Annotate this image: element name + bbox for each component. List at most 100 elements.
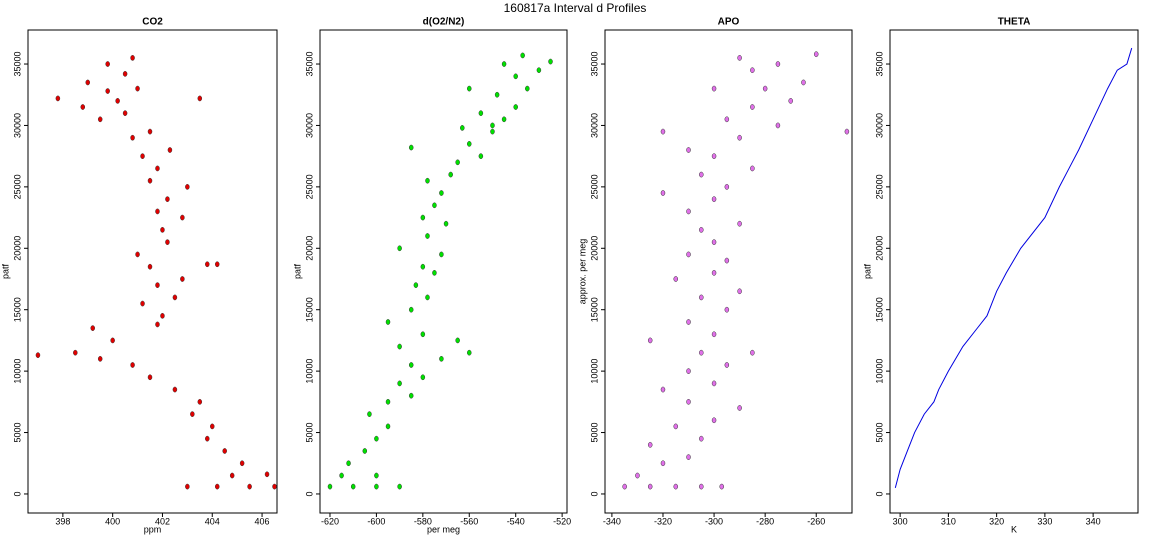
- data-point: [490, 128, 495, 135]
- data-point: [362, 448, 368, 454]
- data-point: [737, 220, 742, 227]
- data-point: [724, 116, 730, 123]
- data-point: [90, 325, 95, 331]
- data-point: [711, 417, 717, 424]
- data-point: [750, 67, 755, 74]
- data-point: [711, 331, 717, 338]
- data-point: [775, 61, 781, 67]
- y-tick-label: 25000: [12, 174, 22, 199]
- data-point: [448, 171, 453, 178]
- data-point: [147, 374, 153, 381]
- y-tick-label: 20000: [304, 236, 314, 261]
- data-point: [97, 116, 103, 123]
- data-point: [750, 104, 755, 110]
- data-point: [55, 95, 61, 102]
- data-point: [413, 282, 419, 288]
- y-tick-label: 35000: [304, 52, 314, 77]
- data-point: [844, 128, 850, 135]
- data-point: [140, 300, 145, 307]
- data-point: [467, 85, 472, 92]
- data-point: [105, 61, 110, 67]
- x-axis-label: per meg: [427, 524, 460, 534]
- y-tick-label: 35000: [874, 52, 884, 77]
- data-point: [247, 483, 252, 490]
- data-point: [490, 122, 495, 129]
- panel-title: THETA: [998, 17, 1031, 28]
- data-point: [420, 263, 426, 270]
- data-point: [264, 471, 270, 478]
- data-point: [180, 276, 185, 282]
- x-tick-label: 320: [989, 516, 1004, 526]
- y-tick-label: 10000: [304, 359, 314, 384]
- panel-title: d(O2/N2): [423, 17, 465, 28]
- y-tick-label: 10000: [589, 359, 599, 384]
- data-point: [130, 55, 135, 61]
- data-point: [420, 374, 426, 381]
- data-point: [214, 483, 220, 490]
- x-tick-label: -600: [367, 516, 385, 526]
- x-tick-label: -340: [603, 516, 621, 526]
- data-point: [190, 411, 195, 417]
- data-point: [750, 349, 755, 356]
- data-point: [167, 147, 173, 153]
- data-point: [686, 319, 691, 325]
- data-point: [660, 460, 666, 467]
- data-point: [425, 294, 430, 301]
- data-point: [801, 79, 806, 86]
- x-tick-label: -280: [756, 516, 774, 526]
- profile-line: [894, 47, 1133, 488]
- data-point: [686, 147, 691, 153]
- data-point: [130, 134, 135, 141]
- data-point: [711, 380, 717, 387]
- data-point: [165, 239, 170, 245]
- data-point: [699, 227, 704, 233]
- data-point: [478, 110, 484, 117]
- y-axis-label: patf: [0, 263, 10, 279]
- y-tick-label: 15000: [589, 297, 599, 322]
- panel-title: CO2: [142, 17, 163, 28]
- data-point: [205, 261, 210, 268]
- data-point: [699, 349, 704, 356]
- data-point: [750, 165, 755, 172]
- y-tick-label: 15000: [304, 297, 314, 322]
- data-point: [660, 190, 666, 196]
- y-tick-label: 25000: [874, 174, 884, 199]
- data-point: [460, 125, 465, 131]
- data-point: [140, 153, 145, 160]
- data-point: [622, 483, 627, 490]
- data-point: [327, 483, 333, 490]
- x-tick-label: -300: [705, 516, 723, 526]
- data-point: [105, 88, 110, 94]
- page-title: 160817a Interval d Profiles: [504, 1, 647, 15]
- data-point: [73, 349, 78, 356]
- data-point: [180, 214, 185, 221]
- data-point: [711, 270, 717, 276]
- y-tick-label: 35000: [12, 52, 22, 77]
- y-tick-label: 5000: [589, 423, 599, 443]
- data-point: [711, 196, 717, 202]
- y-tick-label: 0: [874, 491, 884, 496]
- data-point: [239, 460, 245, 467]
- x-tick-label: -520: [553, 516, 571, 526]
- y-tick-label: 0: [589, 491, 599, 496]
- data-point: [425, 233, 430, 239]
- data-point: [155, 165, 160, 172]
- x-tick-label: -560: [460, 516, 478, 526]
- data-point: [686, 454, 691, 460]
- data-point: [673, 276, 679, 282]
- data-point: [122, 71, 128, 77]
- plot-frame: [604, 29, 853, 514]
- data-point: [501, 116, 507, 123]
- data-point: [432, 202, 437, 209]
- data-point: [686, 368, 691, 374]
- data-point: [210, 423, 215, 430]
- data-point: [788, 98, 793, 104]
- data-point: [408, 306, 414, 313]
- data-point: [272, 483, 277, 490]
- data-point: [172, 294, 178, 301]
- x-tick-label: 404: [205, 516, 220, 526]
- data-point: [222, 448, 227, 454]
- data-point: [525, 85, 530, 92]
- data-point: [686, 398, 691, 405]
- data-point: [724, 362, 730, 368]
